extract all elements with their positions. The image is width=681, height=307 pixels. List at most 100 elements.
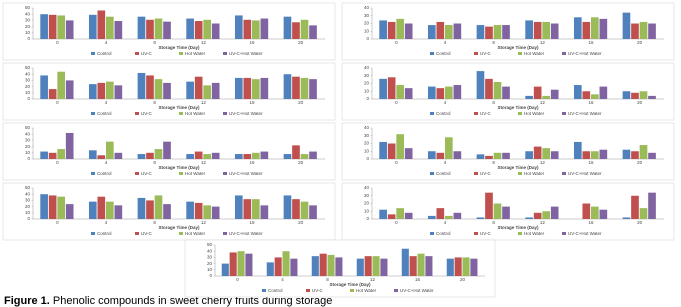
- bar: [453, 151, 462, 159]
- y-tick-label: 20: [364, 201, 370, 206]
- bar: [97, 10, 106, 39]
- bar: [582, 21, 591, 39]
- legend-swatch: [135, 172, 139, 175]
- bar: [221, 263, 229, 276]
- bar: [163, 21, 171, 39]
- bar: [300, 201, 309, 219]
- bar: [260, 151, 269, 159]
- bar: [194, 76, 203, 99]
- bar: [372, 256, 380, 276]
- bar: [282, 251, 290, 276]
- legend-label: UV-C: [141, 111, 153, 116]
- bar: [599, 18, 608, 39]
- y-tick-label: 30: [25, 138, 31, 143]
- legend-label: Hot Water: [185, 231, 206, 236]
- bar: [622, 149, 631, 159]
- y-tick-label: 30: [25, 18, 31, 23]
- legend-swatch: [223, 232, 227, 235]
- bar: [648, 95, 656, 99]
- bar: [591, 206, 599, 219]
- bar: [65, 80, 74, 99]
- x-tick-label: 8: [153, 160, 156, 165]
- legend-swatch: [135, 232, 139, 235]
- legend-label: Control: [97, 171, 112, 176]
- bar: [97, 82, 106, 99]
- bar: [445, 215, 453, 219]
- bar: [445, 137, 453, 159]
- bar: [48, 195, 57, 219]
- bar: [502, 206, 510, 219]
- y-tick-label: 20: [364, 141, 370, 146]
- bar: [292, 22, 300, 39]
- bar: [154, 79, 163, 99]
- legend-swatch: [518, 112, 522, 115]
- legend-swatch: [262, 289, 266, 292]
- bar: [48, 89, 57, 99]
- bar: [234, 154, 243, 159]
- x-tick-label: 0: [395, 160, 398, 165]
- x-tick-label: 12: [201, 100, 207, 105]
- legend-swatch: [306, 289, 310, 292]
- legend-label: Hot Water: [524, 111, 545, 116]
- bar: [639, 208, 648, 219]
- legend-swatch: [91, 52, 95, 55]
- x-tick-label: 20: [637, 100, 643, 105]
- bar: [40, 75, 48, 99]
- bar: [40, 14, 48, 39]
- legend-swatch: [430, 172, 434, 175]
- x-tick-label: 16: [588, 220, 594, 225]
- bar: [502, 152, 510, 159]
- y-tick-label: 0: [27, 216, 30, 221]
- bar: [283, 16, 292, 39]
- bar: [427, 215, 436, 219]
- bar: [146, 200, 154, 219]
- bar: [146, 75, 154, 99]
- x-tick-label: 8: [153, 100, 156, 105]
- x-tick-label: 0: [56, 40, 59, 45]
- x-tick-label: 0: [395, 220, 398, 225]
- bar: [445, 86, 453, 99]
- bar: [234, 15, 243, 40]
- bar: [591, 151, 599, 159]
- y-tick-label: 20: [25, 144, 31, 149]
- legend-swatch: [179, 172, 183, 175]
- y-tick-label: 20: [364, 81, 370, 86]
- bar: [194, 202, 203, 219]
- x-tick-label: 0: [56, 100, 59, 105]
- x-tick-label: 20: [298, 40, 304, 45]
- bar: [237, 251, 245, 276]
- legend-label: Control: [97, 51, 112, 56]
- bar: [48, 14, 57, 39]
- y-tick-label: 40: [25, 11, 31, 16]
- bar: [445, 25, 453, 39]
- bar: [409, 256, 417, 276]
- bar: [243, 19, 252, 39]
- bar: [427, 25, 436, 39]
- bar: [57, 71, 65, 99]
- x-tick-label: 16: [249, 160, 255, 165]
- y-tick-label: 0: [27, 36, 30, 41]
- legend-swatch: [350, 289, 354, 292]
- bar: [186, 201, 194, 219]
- bar: [327, 254, 335, 276]
- x-tick-label: 4: [444, 160, 447, 165]
- bar: [203, 205, 211, 219]
- caption-label: Figure 1.: [4, 295, 50, 307]
- bar: [493, 81, 502, 99]
- x-tick-label: 4: [444, 40, 447, 45]
- legend-label: UV-C: [480, 51, 492, 56]
- bar: [387, 214, 396, 219]
- x-tick-label: 0: [236, 277, 239, 282]
- bar: [542, 211, 550, 219]
- bar: [311, 256, 319, 276]
- bar: [379, 141, 387, 159]
- legend-label: UV-C+Hot Water: [568, 231, 602, 236]
- bar: [97, 196, 106, 219]
- y-tick-label: 10: [364, 28, 370, 33]
- bar: [146, 152, 154, 159]
- x-tick-label: 0: [56, 220, 59, 225]
- x-tick-label: 12: [201, 220, 207, 225]
- x-tick-label: 12: [201, 160, 207, 165]
- bar: [485, 78, 493, 99]
- bar: [436, 21, 445, 39]
